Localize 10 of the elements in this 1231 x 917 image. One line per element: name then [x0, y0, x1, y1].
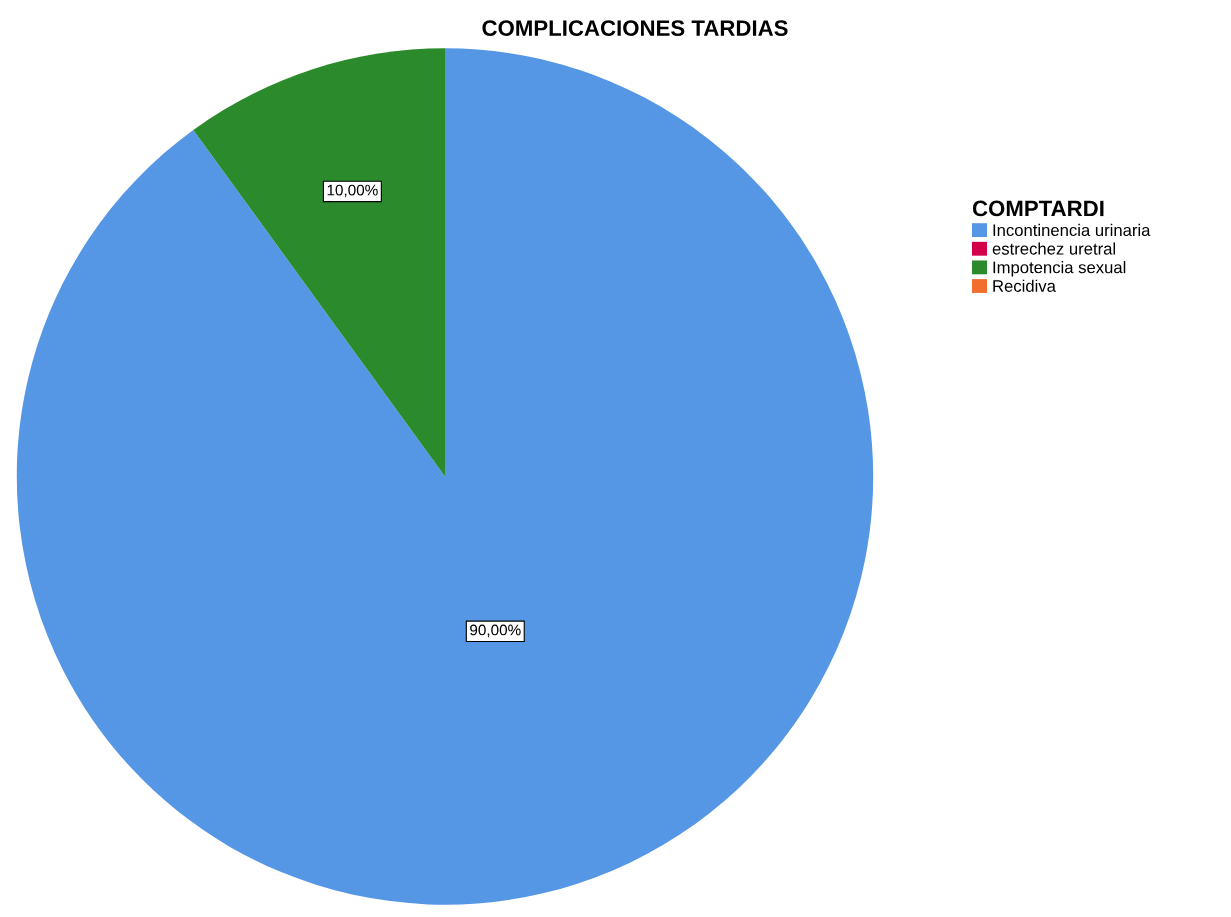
legend-label: Recidiva: [993, 279, 1056, 292]
legend-title: COMPTARDI: [972, 200, 1104, 217]
data-label: 90,00%: [470, 624, 521, 638]
legend-label: Incontinencia urinaria: [993, 223, 1151, 237]
pie-slice: [193, 48, 445, 477]
pie-slice: [16, 48, 874, 905]
legend-label: estrechez uretral: [992, 242, 1116, 255]
legend-label: Impotencia sexual: [993, 261, 1126, 277]
chart-title: COMPLICACIONES TARDIAS: [482, 20, 788, 36]
data-label: 10,00%: [327, 184, 378, 198]
